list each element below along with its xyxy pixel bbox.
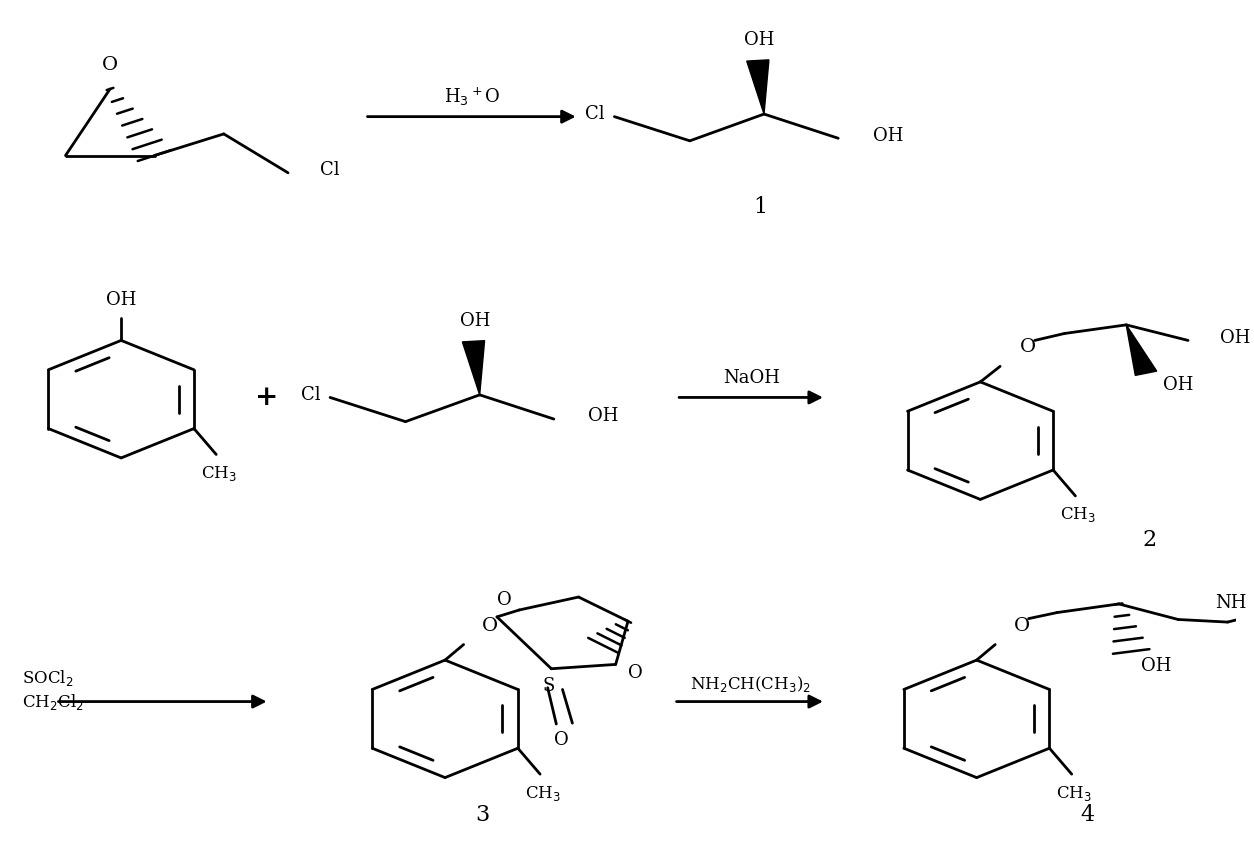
Text: CH$_3$: CH$_3$ [201,464,237,483]
Text: OH: OH [107,291,137,308]
Text: Cl: Cl [584,105,604,123]
Text: 2: 2 [1142,529,1156,551]
Text: NaOH: NaOH [724,370,780,387]
Text: Cl: Cl [301,386,320,403]
Text: OH: OH [873,127,903,144]
Text: CH$_3$: CH$_3$ [524,784,561,803]
Text: OH: OH [1141,658,1171,675]
Text: O: O [102,56,118,73]
Text: 4: 4 [1081,804,1095,826]
Text: OH: OH [459,312,490,329]
Text: O: O [497,591,512,608]
Text: CH$_3$: CH$_3$ [1056,784,1092,803]
Text: 1: 1 [754,196,767,219]
Text: H$_3$$^+$O: H$_3$$^+$O [444,86,500,108]
Text: CH$_3$: CH$_3$ [1060,505,1096,524]
Polygon shape [746,60,769,114]
Text: SOCl$_2$: SOCl$_2$ [23,668,74,689]
Text: NH: NH [1215,594,1246,612]
Polygon shape [463,340,484,395]
Text: CH$_2$Cl$_2$: CH$_2$Cl$_2$ [23,691,84,712]
Text: OH: OH [1220,329,1250,346]
Text: OH: OH [588,408,618,425]
Text: O: O [482,617,498,634]
Text: O: O [554,731,568,748]
Text: 3: 3 [475,804,489,826]
Text: NH$_2$CH(CH$_3$)$_2$: NH$_2$CH(CH$_3$)$_2$ [690,674,811,695]
Text: S: S [543,677,556,695]
Text: +: + [256,384,278,411]
Polygon shape [1126,325,1156,375]
Text: O: O [628,664,643,682]
Text: Cl: Cl [320,162,340,179]
Text: OH: OH [744,31,774,48]
Text: O: O [1013,617,1030,634]
Text: O: O [1020,339,1036,356]
Text: OH: OH [1164,377,1194,394]
